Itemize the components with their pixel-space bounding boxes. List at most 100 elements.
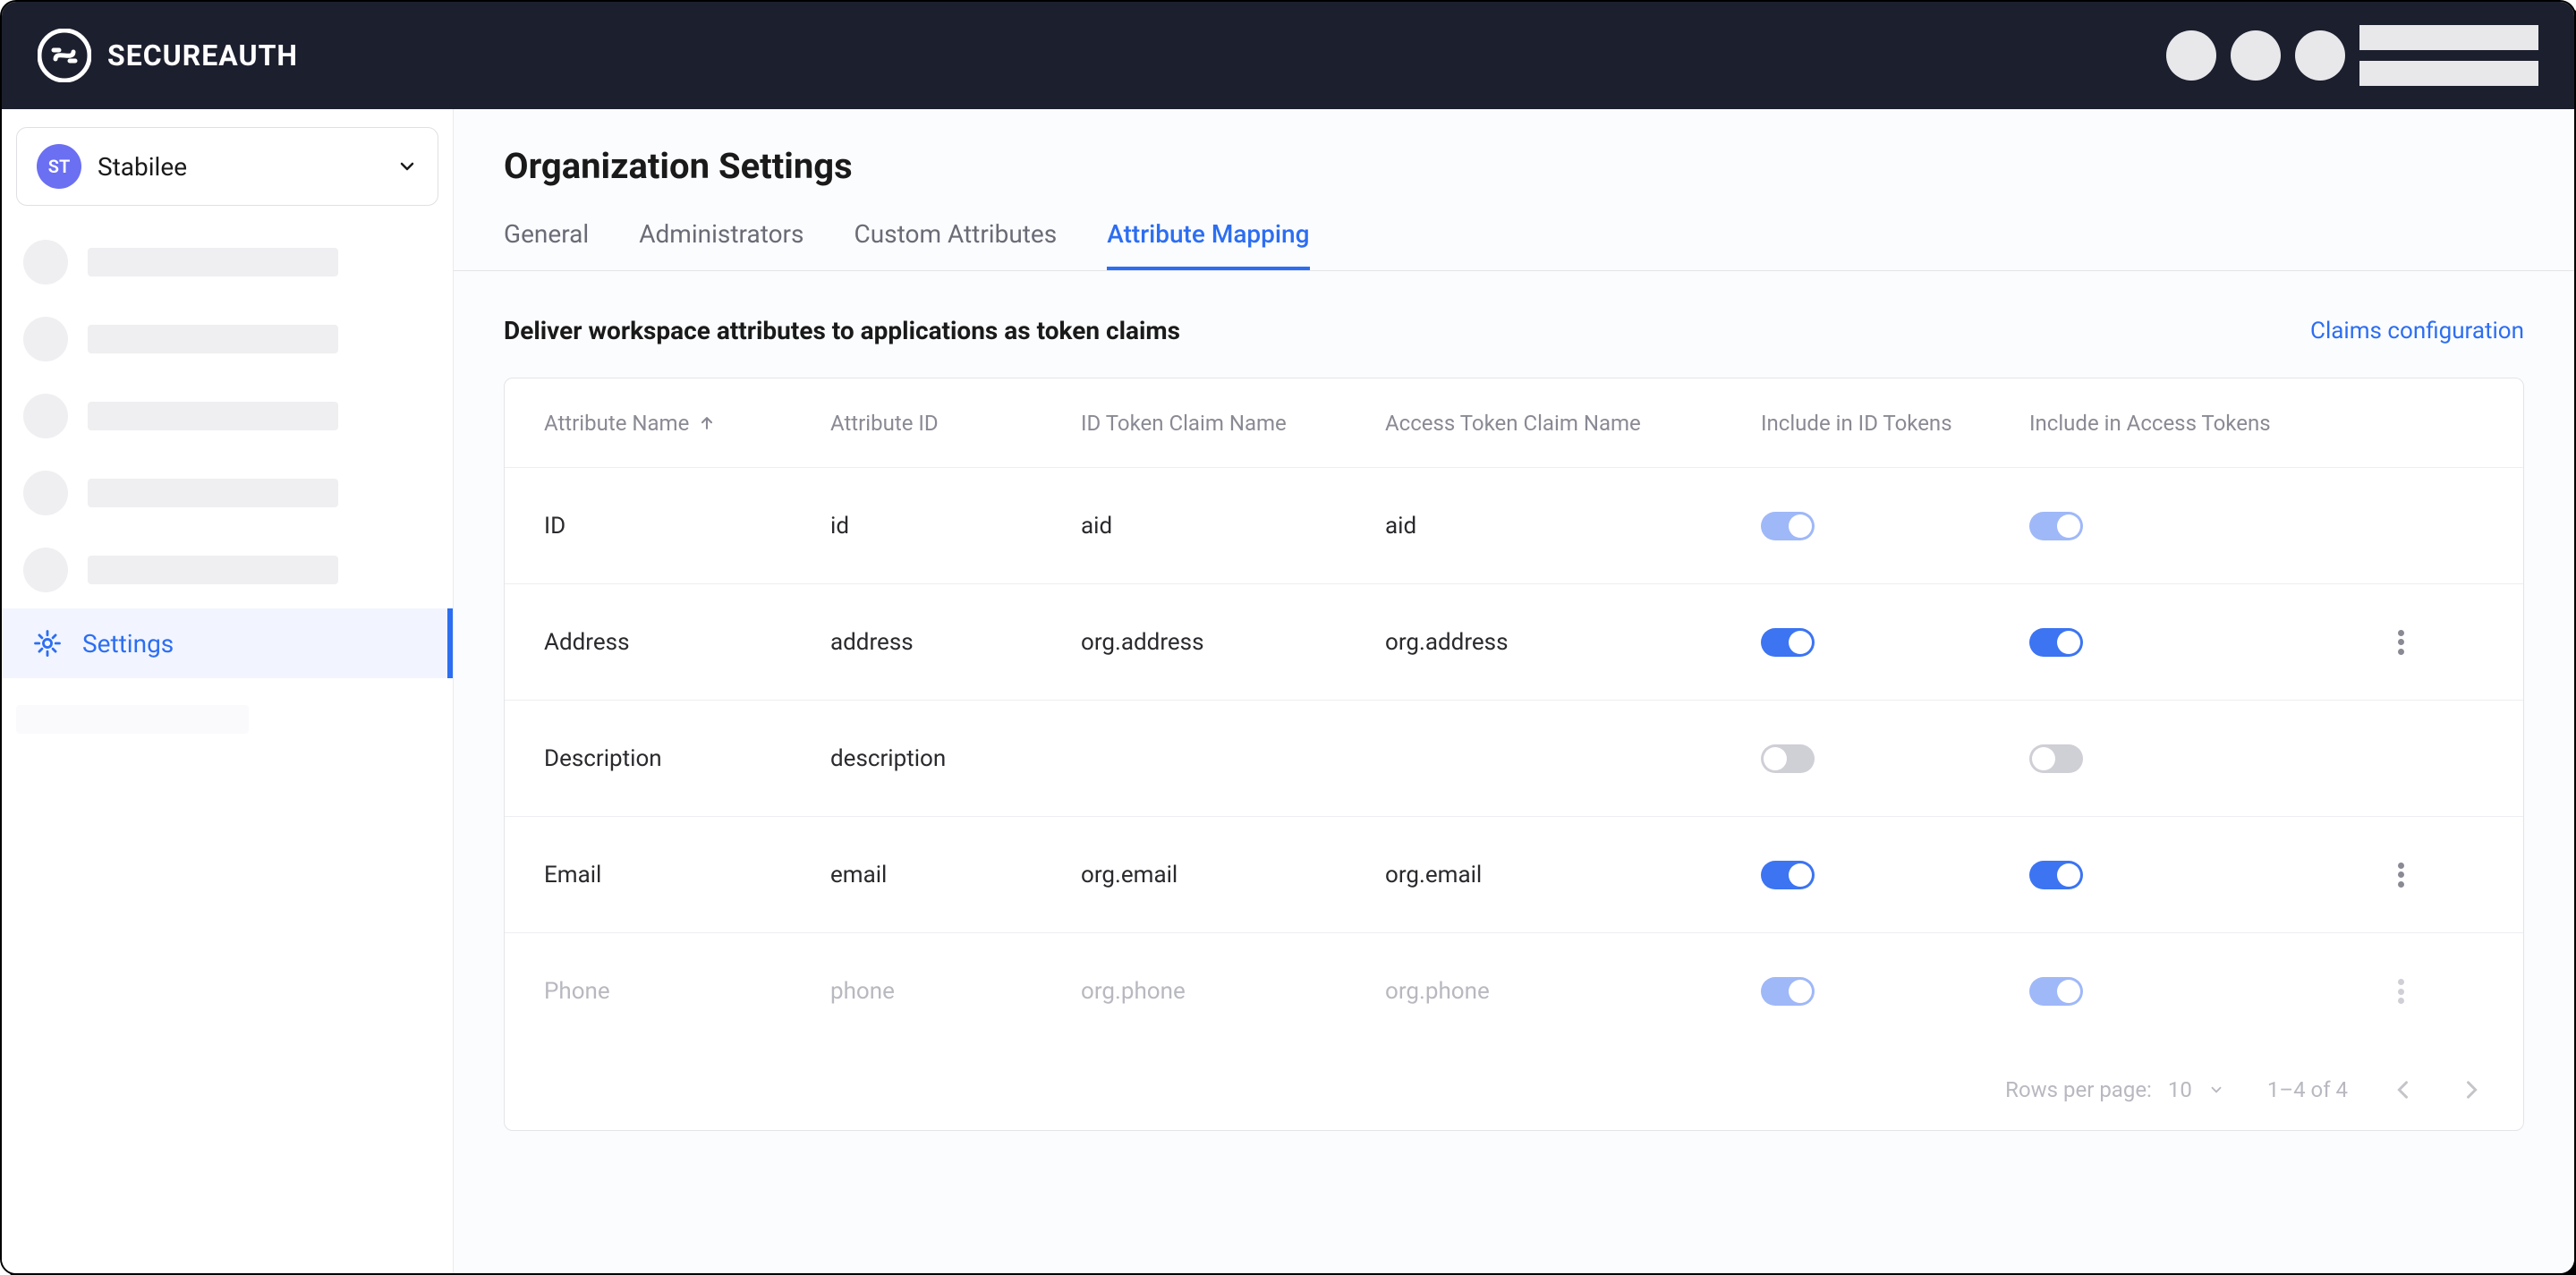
row-menu-button[interactable] (2398, 979, 2405, 1004)
topbar-placeholder-circle (2295, 30, 2345, 81)
section-title: Deliver workspace attributes to applicat… (504, 316, 1180, 345)
topbar-placeholder-circle (2166, 30, 2216, 81)
toggle (2029, 512, 2083, 540)
toggle[interactable] (1761, 977, 1815, 1006)
cell-attribute-id: phone (830, 978, 1081, 1005)
table-row: Descriptiondescription (505, 701, 2523, 817)
cell-attribute-id: email (830, 862, 1081, 888)
toggle[interactable] (1761, 744, 1815, 773)
toggle[interactable] (1761, 861, 1815, 889)
tab-general[interactable]: General (504, 208, 589, 270)
column-header[interactable]: Include in ID Tokens (1761, 411, 2029, 436)
cell-attribute-name: Email (544, 862, 830, 888)
cell-attribute-id: address (830, 629, 1081, 656)
cell-include-id (1761, 744, 2029, 773)
tab-custom-attributes[interactable]: Custom Attributes (854, 208, 1058, 270)
cell-include-access (2029, 861, 2298, 889)
column-header[interactable]: Include in Access Tokens (2029, 411, 2298, 436)
column-header[interactable]: Attribute Name (544, 411, 830, 436)
toggle[interactable] (2029, 744, 2083, 773)
sidebar-placeholder-item (16, 378, 438, 455)
column-header[interactable]: Attribute ID (830, 411, 1081, 436)
section-header: Deliver workspace attributes to applicat… (504, 316, 2524, 345)
cell-actions (2298, 979, 2405, 1004)
brand-logo-icon (38, 29, 91, 82)
cell-include-id (1761, 512, 2029, 540)
column-header[interactable]: ID Token Claim Name (1081, 411, 1385, 436)
cell-id-token-claim: org.email (1081, 862, 1385, 888)
table-row: Emailemailorg.emailorg.email (505, 817, 2523, 933)
sidebar-placeholder-item (16, 531, 438, 608)
org-avatar: ST (37, 144, 81, 189)
sidebar-placeholder-item (16, 455, 438, 531)
cell-actions (2298, 630, 2405, 655)
cell-attribute-name: Phone (544, 978, 830, 1005)
cell-id-token-claim: aid (1081, 513, 1385, 540)
org-selector[interactable]: ST Stabilee (16, 127, 438, 206)
table-row: Addressaddressorg.addressorg.address (505, 584, 2523, 701)
cell-attribute-name: Address (544, 629, 830, 656)
sidebar-item-settings[interactable]: Settings (2, 608, 453, 678)
row-menu-button[interactable] (2398, 630, 2405, 655)
table-row: IDidaidaid (505, 468, 2523, 584)
cell-access-token-claim: aid (1385, 513, 1761, 540)
toggle[interactable] (2029, 861, 2083, 889)
topbar-right (2166, 25, 2538, 86)
chevron-down-icon (2208, 1082, 2224, 1098)
sidebar-item-label: Settings (82, 629, 174, 659)
claims-configuration-link[interactable]: Claims configuration (2310, 318, 2524, 344)
cell-attribute-id: description (830, 745, 1081, 772)
cell-attribute-name: Description (544, 745, 830, 772)
sort-asc-icon (698, 414, 716, 432)
cell-access-token-claim: org.phone (1385, 978, 1761, 1005)
rows-per-page-value: 10 (2168, 1077, 2192, 1102)
topbar-placeholder-circle (2231, 30, 2281, 81)
cell-attribute-name: ID (544, 513, 830, 540)
sidebar: ST Stabilee Settings (2, 109, 454, 1273)
rows-per-page-label: Rows per page: (2005, 1077, 2152, 1102)
tab-administrators[interactable]: Administrators (639, 208, 803, 270)
cell-attribute-id: id (830, 513, 1081, 540)
page-title: Organization Settings (504, 145, 2524, 187)
toggle[interactable] (2029, 628, 2083, 657)
sidebar-footer-placeholder (16, 705, 249, 734)
sidebar-placeholder-item (16, 301, 438, 378)
sidebar-placeholder-item (16, 224, 438, 301)
brand: SECUREAUTH (38, 29, 298, 82)
cell-id-token-claim: org.address (1081, 629, 1385, 656)
row-menu-button[interactable] (2398, 863, 2405, 888)
cell-include-id (1761, 628, 2029, 657)
topbar: SECUREAUTH (2, 2, 2574, 109)
rows-per-page[interactable]: Rows per page: 10 (2005, 1077, 2224, 1102)
pagination-range: 1–4 of 4 (2267, 1077, 2348, 1102)
cell-access-token-claim: org.address (1385, 629, 1761, 656)
column-header[interactable]: Access Token Claim Name (1385, 411, 1761, 436)
cell-include-id (1761, 977, 2029, 1006)
attribute-mapping-table: Attribute NameAttribute IDID Token Claim… (504, 378, 2524, 1131)
chevron-down-icon (396, 156, 418, 177)
topbar-placeholder-bars (2359, 25, 2538, 86)
toggle[interactable] (1761, 628, 1815, 657)
main: Organization Settings General Administrat… (454, 109, 2574, 1273)
cell-include-access (2029, 977, 2298, 1006)
app-frame: SECUREAUTH ST Stabilee (0, 0, 2576, 1275)
next-page-button[interactable] (2459, 1077, 2484, 1102)
org-name: Stabilee (98, 152, 380, 182)
cell-id-token-claim: org.phone (1081, 978, 1385, 1005)
cell-include-access (2029, 744, 2298, 773)
cell-include-access (2029, 512, 2298, 540)
tabs: General Administrators Custom Attributes At… (454, 208, 2574, 271)
table-row: Phonephoneorg.phoneorg.phone (505, 933, 2523, 1050)
table-footer: Rows per page: 10 1–4 of 4 (505, 1050, 2523, 1130)
cell-include-access (2029, 628, 2298, 657)
toggle (1761, 512, 1815, 540)
prev-page-button[interactable] (2391, 1077, 2416, 1102)
toggle[interactable] (2029, 977, 2083, 1006)
tab-attribute-mapping[interactable]: Attribute Mapping (1107, 208, 1309, 270)
cell-actions (2298, 863, 2405, 888)
table-header-row: Attribute NameAttribute IDID Token Claim… (505, 378, 2523, 468)
gear-icon (32, 628, 63, 659)
cell-include-id (1761, 861, 2029, 889)
cell-access-token-claim: org.email (1385, 862, 1761, 888)
brand-name: SECUREAUTH (107, 38, 298, 72)
